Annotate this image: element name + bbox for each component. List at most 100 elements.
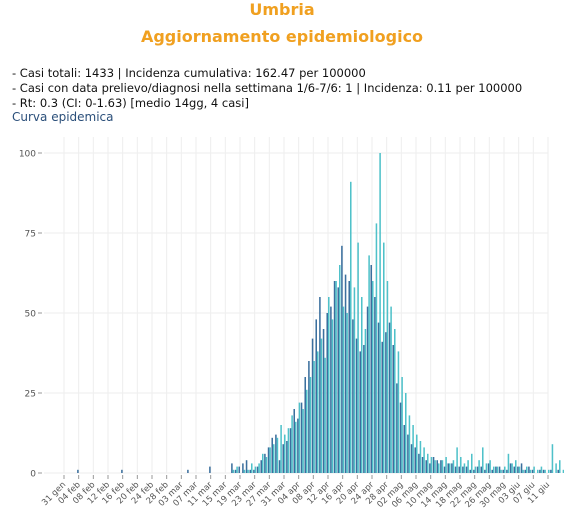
bar [370, 265, 372, 473]
bar [562, 469, 564, 473]
bar [355, 338, 358, 473]
bar [308, 361, 310, 473]
bar [408, 415, 411, 473]
bar [441, 460, 444, 473]
bar [260, 460, 262, 473]
bar [452, 460, 455, 473]
bar [392, 345, 394, 473]
bar [297, 418, 299, 473]
bar [539, 469, 541, 473]
y-tick-label: 100 [19, 150, 36, 160]
bar [390, 306, 392, 473]
bar [491, 469, 493, 473]
y-tick-label: 50 [25, 310, 37, 320]
bar [381, 341, 383, 473]
bar [253, 469, 255, 473]
bar [346, 313, 348, 473]
bar [247, 469, 249, 473]
page-title: Aggiornamento epidemiologico [140, 27, 424, 46]
bar [526, 466, 528, 473]
bar [265, 457, 268, 473]
bar [557, 469, 559, 473]
bar [286, 441, 288, 473]
bar [469, 469, 471, 473]
bar [320, 338, 323, 473]
bar [405, 393, 407, 473]
bar [302, 409, 304, 473]
bar [443, 466, 446, 473]
bar [394, 329, 396, 473]
bar [385, 332, 387, 473]
stat-weekly-cases: - Casi con data prelievo/diagnosi nella … [12, 81, 523, 95]
bar [342, 306, 345, 473]
bar [187, 469, 189, 473]
bar [440, 460, 442, 473]
bar [388, 322, 391, 473]
bar [485, 463, 488, 473]
y-tick-label: 0 [30, 470, 36, 480]
bar [335, 281, 337, 473]
bar [458, 466, 460, 473]
region-title: Umbria [249, 0, 315, 19]
bar [242, 463, 244, 473]
bar [273, 444, 275, 473]
bar [121, 469, 123, 473]
bar [231, 463, 233, 473]
bar [377, 322, 380, 473]
bars [77, 153, 564, 474]
bar [509, 463, 512, 473]
bar [353, 287, 356, 473]
bar [319, 297, 321, 473]
bar [463, 463, 466, 473]
bar [375, 223, 378, 473]
bar [524, 469, 526, 473]
bar [262, 453, 264, 473]
bar [447, 463, 449, 473]
bar [309, 377, 312, 473]
bar [359, 351, 361, 473]
bar [476, 466, 479, 473]
bar [232, 469, 235, 473]
bar [363, 345, 365, 473]
bar [533, 466, 535, 473]
bar [520, 463, 523, 473]
bar [471, 453, 473, 473]
bar [278, 460, 281, 473]
bar [537, 469, 539, 473]
bar [313, 361, 315, 473]
bar [280, 425, 282, 473]
bar [436, 460, 438, 473]
bar [330, 306, 332, 473]
bar [374, 297, 376, 473]
bar [304, 377, 306, 473]
bar [399, 402, 402, 473]
bar [517, 466, 519, 473]
bar [331, 319, 334, 473]
bar [361, 297, 363, 473]
bar [465, 466, 468, 473]
bar [284, 434, 286, 473]
bar [275, 434, 277, 473]
bar [267, 447, 270, 473]
bar [550, 469, 552, 473]
bar [256, 466, 259, 473]
bar [495, 466, 497, 473]
bar [551, 444, 554, 473]
bar [403, 425, 405, 473]
bar [311, 338, 314, 473]
bar [333, 281, 336, 473]
bar [421, 457, 424, 473]
y-axis: 0 25 50 75 100 [19, 150, 42, 480]
bar [326, 313, 328, 473]
bar [427, 453, 429, 473]
bar [544, 469, 546, 473]
bar [276, 437, 279, 473]
bar [456, 447, 458, 473]
bar [432, 457, 435, 473]
bar [418, 453, 420, 473]
bar [416, 434, 418, 473]
bar [366, 306, 369, 473]
bar [487, 463, 490, 473]
